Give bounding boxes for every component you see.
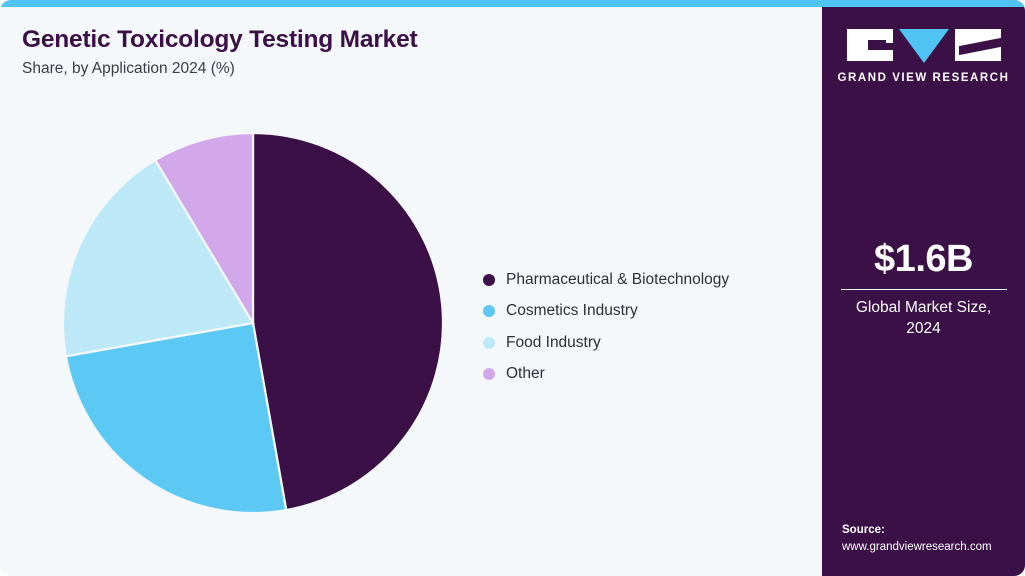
market-size-stat: $1.6B Global Market Size, 2024: [822, 238, 1025, 339]
brand-logo: GRAND VIEW RESEARCH: [822, 29, 1025, 84]
stat-divider: [840, 288, 1007, 291]
legend-item-other[interactable]: Other: [483, 359, 729, 391]
legend-label: Other: [506, 365, 545, 383]
legend-label: Cosmetics Industry: [506, 302, 638, 320]
logo-letter-g-icon: [846, 29, 893, 61]
legend-swatch-icon: [483, 273, 495, 286]
pie-chart: [63, 133, 443, 513]
main-panel: Genetic Toxicology Testing Market Share,…: [22, 26, 730, 513]
source-title: Source:: [842, 523, 885, 536]
legend-label: Pharmaceutical & Biotechnology: [506, 270, 730, 288]
stat-value: $1.6B: [874, 238, 973, 280]
legend-item-cosmetics-industry[interactable]: Cosmetics Industry: [483, 296, 729, 328]
logo-letter-r-icon: [954, 29, 1001, 61]
pie-slice[interactable]: [64, 321, 288, 513]
brand-sidebar: GRAND VIEW RESEARCH $1.6B Global Market …: [822, 0, 1025, 576]
legend-item-pharmaceutical-biotechnology[interactable]: Pharmaceutical & Biotechnology: [483, 264, 729, 296]
pie-slice[interactable]: [63, 158, 255, 358]
legend-swatch-icon: [483, 336, 495, 349]
source-url[interactable]: www.grandviewresearch.com: [842, 540, 992, 553]
logo-wordmark: GRAND VIEW RESEARCH: [837, 72, 1010, 84]
logo-letter-v-triangle-icon: [898, 29, 949, 63]
pie-slice[interactable]: [251, 133, 443, 512]
page-title: Genetic Toxicology Testing Market: [22, 26, 418, 53]
stat-label: Global Market Size, 2024: [855, 299, 992, 337]
legend-label: Food Industry: [506, 333, 601, 351]
legend-swatch-icon: [483, 368, 495, 381]
chart-legend: Pharmaceutical & Biotechnology Cosmetics…: [483, 264, 729, 390]
legend-item-food-industry[interactable]: Food Industry: [483, 327, 729, 359]
source-block: Source: www.grandviewresearch.com: [842, 522, 1025, 557]
page-subtitle: Share, by Application 2024 (%): [22, 60, 235, 77]
top-accent-bar: [0, 0, 1025, 7]
pie-chart-svg: [63, 133, 443, 513]
pie-slice[interactable]: [153, 133, 255, 327]
logo-marks: [822, 29, 1025, 63]
legend-swatch-icon: [483, 305, 495, 318]
